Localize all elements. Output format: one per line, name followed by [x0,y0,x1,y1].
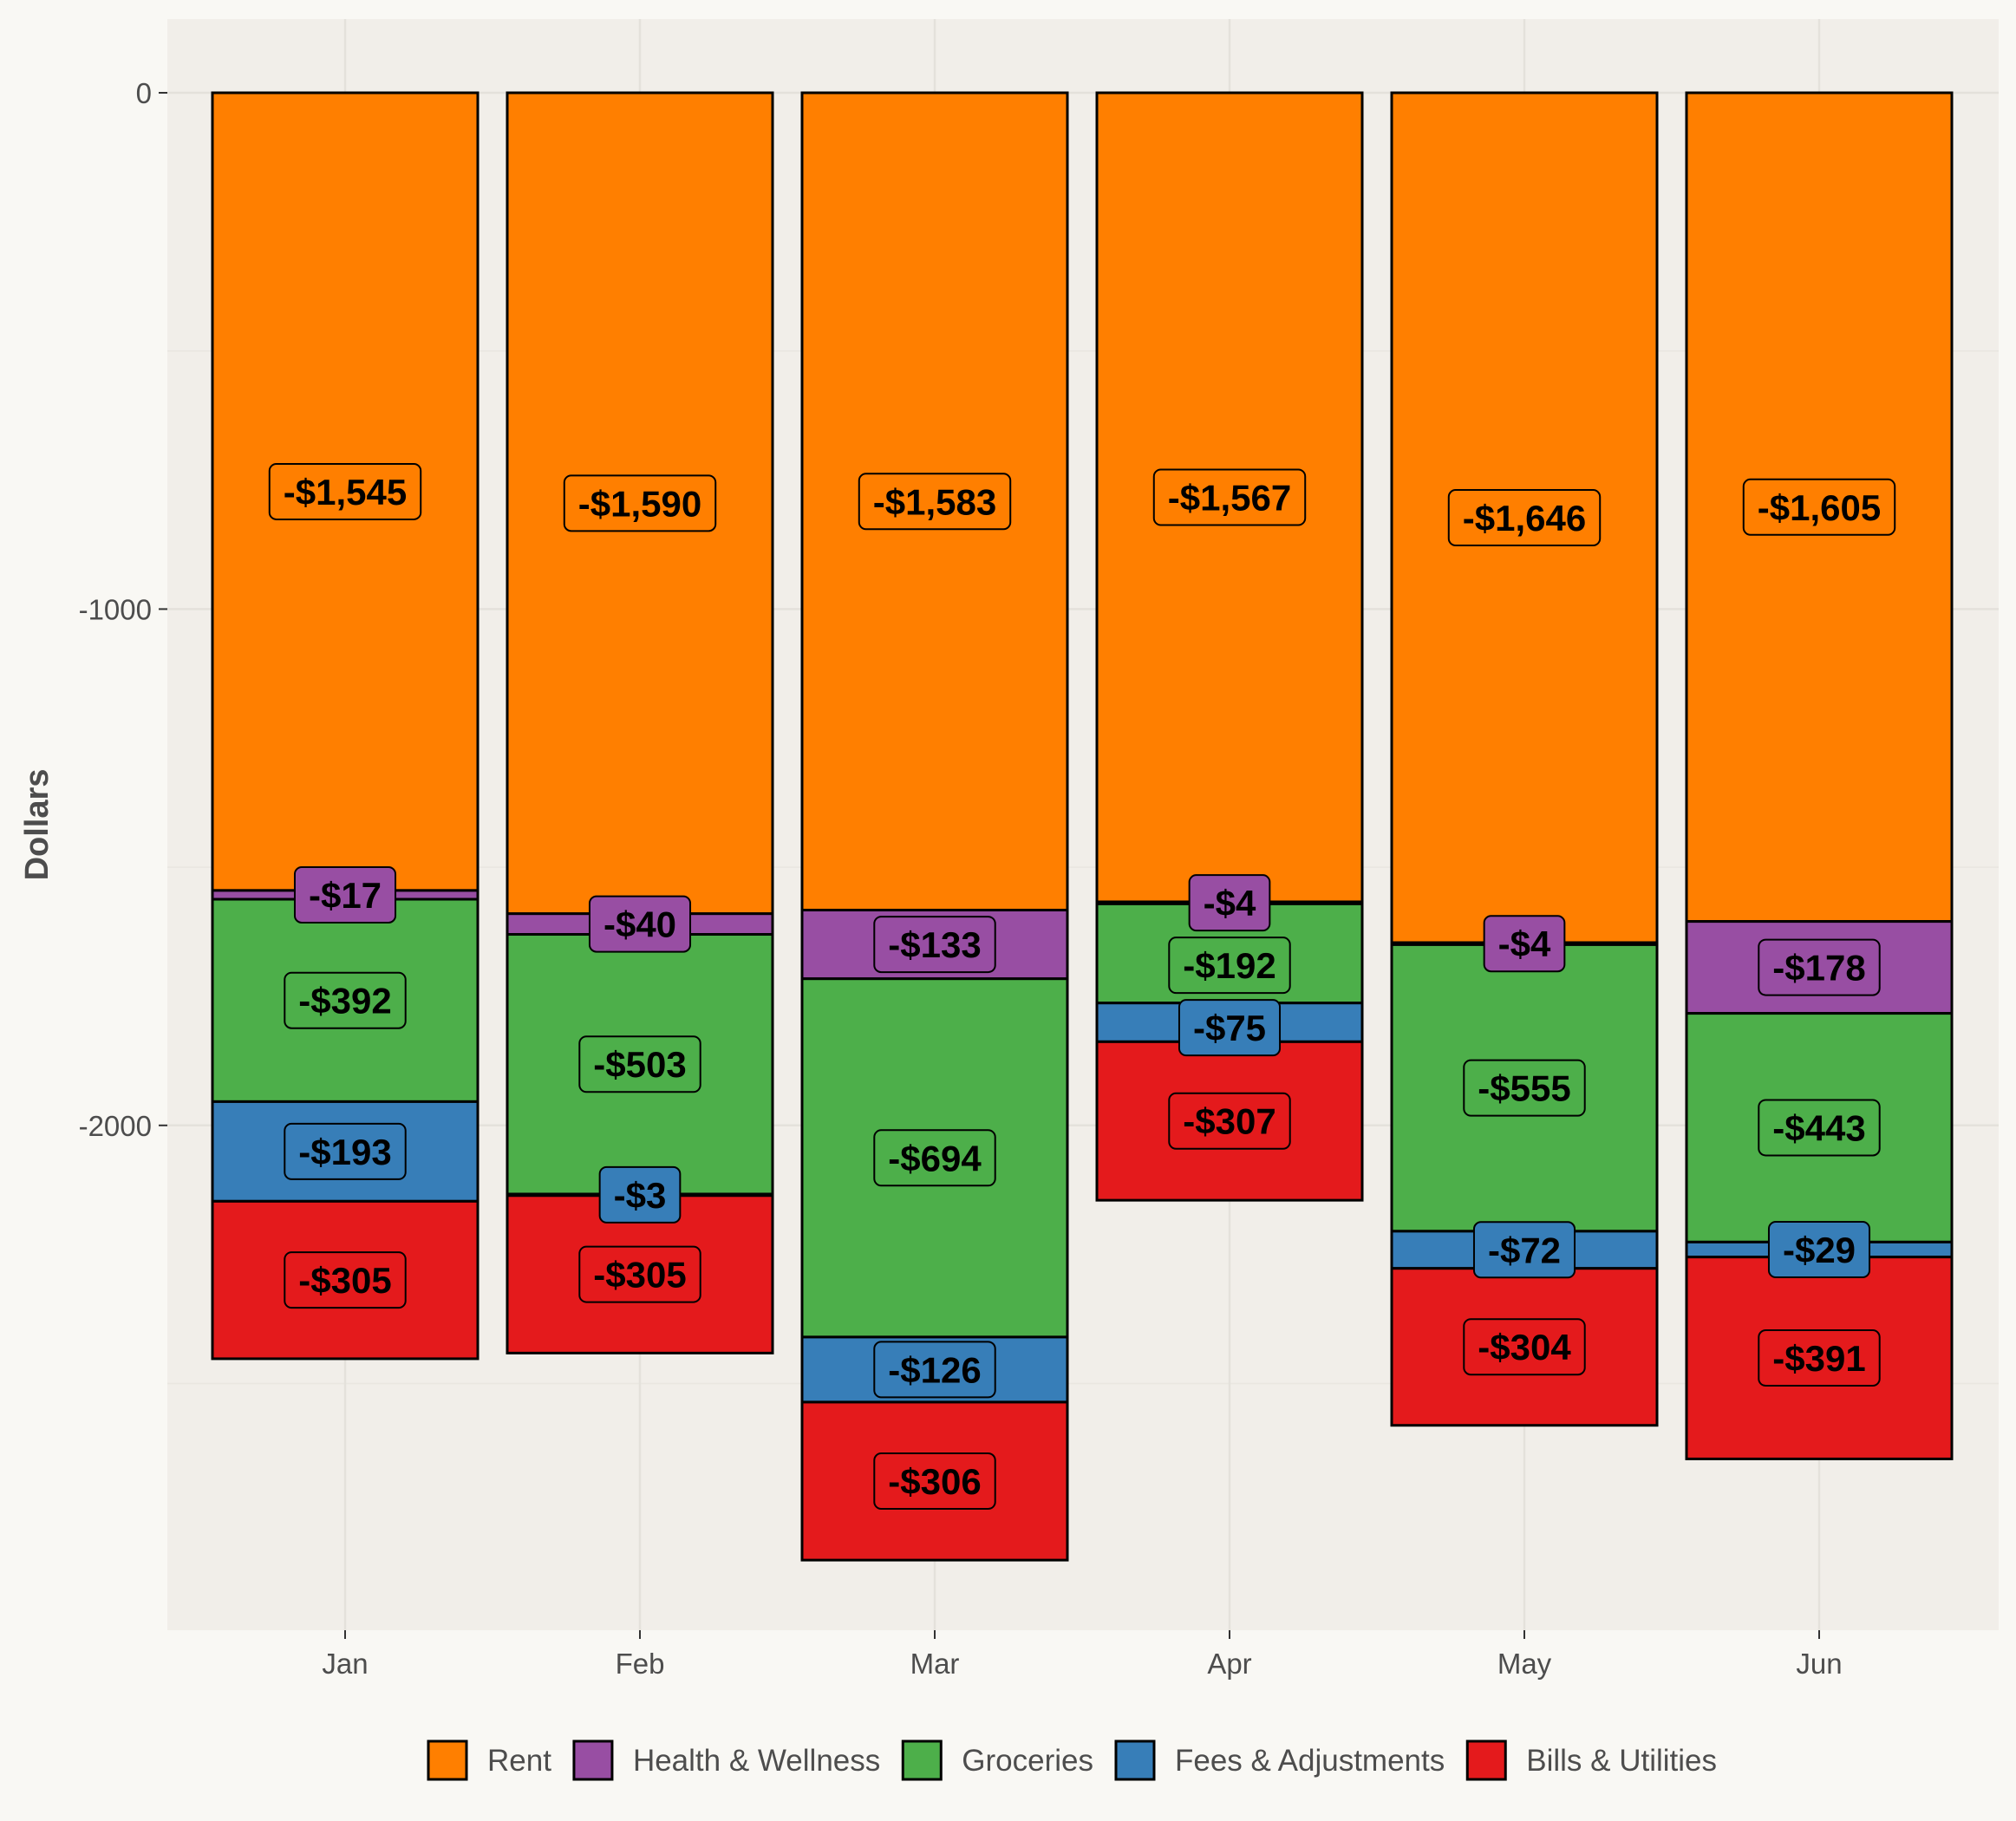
data-label-jun-health-wellness: -$178 [1772,948,1865,989]
data-label-box-mar-rent [858,473,1012,531]
data-label-jan-rent: -$1,545 [284,472,407,512]
data-label-feb-rent: -$1,590 [578,483,701,524]
legend-swatch-fees-adjustments [1114,1739,1156,1781]
data-label-box-jan-rent [268,462,422,520]
data-label-box-feb-groceries [578,1035,701,1093]
data-label-jan-bills-utilities: -$305 [298,1260,391,1301]
data-label-box-apr-groceries [1168,937,1291,995]
data-label-may-fees-adjustments: -$72 [1488,1230,1561,1270]
data-label-box-jun-health-wellness [1758,938,1881,996]
data-label-may-groceries: -$555 [1478,1068,1570,1109]
x-tick-label-may: May [1497,1648,1552,1680]
data-label-box-mar-groceries [873,1129,996,1187]
data-label-box-may-fees-adjustments [1472,1221,1576,1279]
data-label-box-apr-health-wellness [1188,874,1271,932]
data-label-box-apr-bills-utilities [1168,1092,1291,1150]
data-label-feb-bills-utilities: -$305 [593,1255,686,1296]
data-label-box-mar-health-wellness [873,916,996,974]
x-tick-label-feb: Feb [616,1648,665,1680]
legend-label-fees-adjustments: Fees & Adjustments [1175,1744,1445,1778]
data-label-jun-bills-utilities: -$391 [1772,1338,1865,1379]
x-tick-label-apr: Apr [1207,1648,1251,1680]
data-label-mar-health-wellness: -$133 [888,924,981,965]
data-label-box-may-groceries [1463,1059,1586,1117]
data-label-apr-groceries: -$192 [1183,945,1275,986]
data-label-apr-rent: -$1,567 [1168,477,1291,518]
data-label-may-rent: -$1,646 [1463,498,1586,538]
data-label-apr-bills-utilities: -$307 [1183,1101,1275,1142]
data-labels-layer: -$1,545 -$17 -$392 -$193 -$305 -$1,590 -$40 -$5… [268,462,1896,1511]
x-tick-label-mar: Mar [910,1648,960,1680]
data-label-box-feb-rent [563,474,717,532]
data-label-box-feb-bills-utilities [578,1245,701,1303]
data-label-mar-bills-utilities: -$306 [888,1461,981,1502]
data-label-box-jun-fees-adjustments [1767,1220,1871,1278]
legend-label-health-wellness: Health & Wellness [633,1744,880,1778]
data-label-box-may-rent [1447,489,1602,547]
legend-label-rent: Rent [487,1744,551,1778]
data-label-box-feb-fees-adjustments [598,1165,682,1224]
data-label-box-mar-fees-adjustments [873,1341,996,1399]
data-label-feb-health-wellness: -$40 [603,904,676,945]
data-label-box-jun-groceries [1758,1099,1881,1157]
data-label-jun-rent: -$1,605 [1758,487,1881,528]
data-label-jan-health-wellness: -$17 [309,875,382,916]
legend-label-groceries: Groceries [962,1744,1093,1778]
data-label-jan-fees-adjustments: -$193 [298,1132,391,1172]
data-label-box-feb-health-wellness [588,895,692,953]
data-label-feb-fees-adjustments: -$3 [614,1175,667,1216]
data-label-jun-fees-adjustments: -$29 [1783,1230,1856,1270]
legend-swatch-groceries [901,1739,943,1781]
y-axis: 0 -1000 -2000 [79,77,167,1142]
data-label-box-jan-fees-adjustments [284,1122,407,1180]
data-label-feb-groceries: -$503 [593,1044,686,1085]
y-tick-label-0: 0 [136,77,152,109]
data-label-may-health-wellness: -$4 [1498,924,1551,964]
data-label-may-bills-utilities: -$304 [1478,1327,1571,1367]
x-tick-label-jun: Jun [1796,1648,1842,1680]
y-axis-title: Dollars [19,769,55,881]
y-tick-label-2: -2000 [79,1110,152,1142]
x-axis: Jan Feb Mar Apr May Jun [322,1630,1843,1680]
data-label-box-jan-groceries [284,971,407,1029]
data-label-box-may-bills-utilities [1463,1318,1586,1376]
data-label-box-may-health-wellness [1483,915,1566,973]
legend: Rent Health & Wellness Groceries Fees & Adj… [427,1739,1717,1781]
x-tick-label-jan: Jan [322,1648,368,1680]
data-label-mar-groceries: -$694 [888,1138,982,1178]
data-label-jan-groceries: -$392 [298,981,391,1021]
y-tick-label-1: -1000 [79,593,152,625]
data-label-box-apr-rent [1152,468,1307,526]
legend-swatch-bills-utilities [1465,1739,1507,1781]
legend-swatch-health-wellness [572,1739,614,1781]
data-label-apr-health-wellness: -$4 [1204,883,1256,924]
data-label-apr-fees-adjustments: -$75 [1193,1008,1266,1048]
data-label-box-mar-bills-utilities [873,1452,996,1511]
data-label-mar-fees-adjustments: -$126 [888,1349,981,1390]
data-label-jun-groceries: -$443 [1772,1107,1865,1148]
data-label-box-jun-bills-utilities [1758,1329,1881,1387]
data-label-box-jan-bills-utilities [284,1251,407,1309]
data-label-box-jun-rent [1742,478,1896,536]
data-label-box-apr-fees-adjustments [1178,999,1282,1057]
data-label-mar-rent: -$1,583 [873,481,996,522]
legend-swatch-rent [427,1739,468,1781]
data-label-box-jan-health-wellness [293,865,397,924]
legend-label-bills-utilities: Bills & Utilities [1526,1744,1717,1778]
